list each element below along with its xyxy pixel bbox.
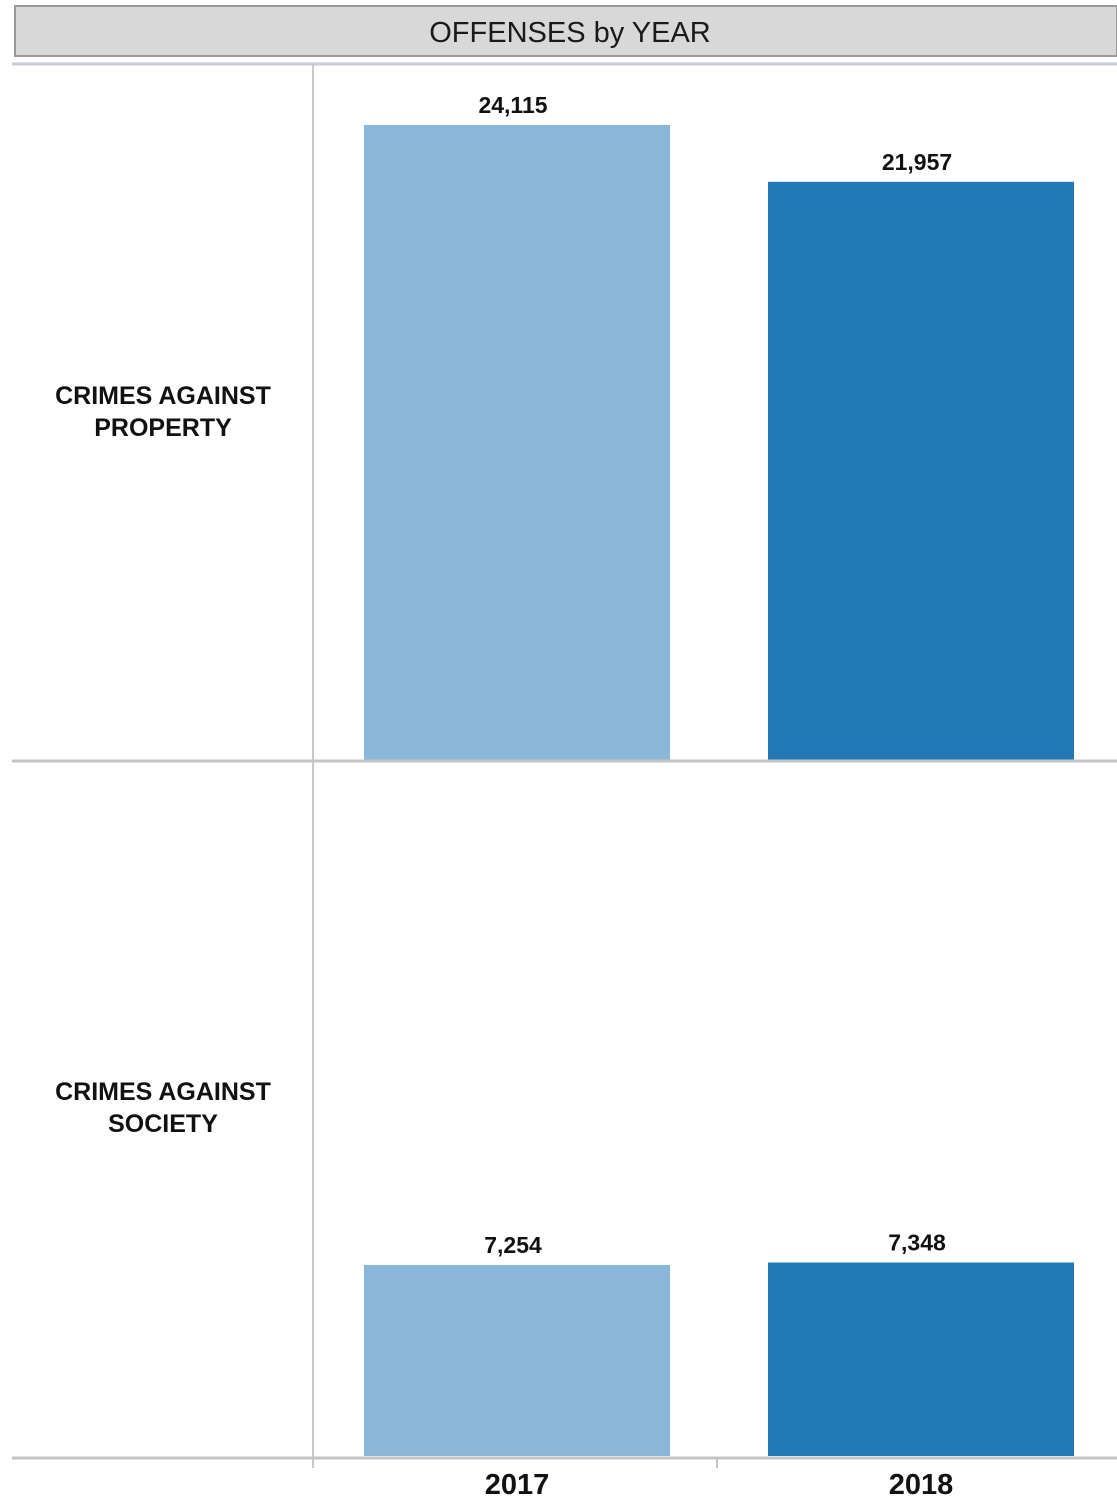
bar-value-label: 24,115 <box>478 92 547 118</box>
chart-title-band <box>14 5 1117 57</box>
bar-2017 <box>364 125 670 760</box>
bar-value-label: 21,957 <box>882 149 952 175</box>
bar-2017 <box>364 1264 670 1456</box>
bar-value-label: 7,348 <box>888 1230 946 1256</box>
row-panel: CRIMES AGAINST PROPERTY 24,115 21,957 <box>12 92 1117 763</box>
row-label-line: CRIMES AGAINST <box>55 1078 271 1106</box>
row-label-line: SOCIETY <box>108 1110 218 1138</box>
row-label-line: PROPERTY <box>94 414 232 442</box>
rows-layer: CRIMES AGAINST PROPERTY24,11521,957CRIMES… <box>12 92 1117 1460</box>
row-panel: CRIMES AGAINST SOCIETY 7,254 7,348 <box>12 1078 1117 1460</box>
bar-2018 <box>768 181 1074 760</box>
x-tick-label: 2017 <box>485 1469 550 1499</box>
bar-value-label: 7,254 <box>484 1232 542 1258</box>
row-label: CRIMES AGAINST SOCIETY <box>55 1078 271 1138</box>
x-axis: 2017 2018 <box>485 1459 954 1499</box>
row-label-line: CRIMES AGAINST <box>55 382 271 410</box>
row-label: CRIMES AGAINST PROPERTY <box>55 382 271 442</box>
x-tick-label: 2018 <box>889 1469 954 1499</box>
chart-title: OFFENSES by YEAR <box>429 17 711 49</box>
bar-2018 <box>768 1262 1074 1456</box>
